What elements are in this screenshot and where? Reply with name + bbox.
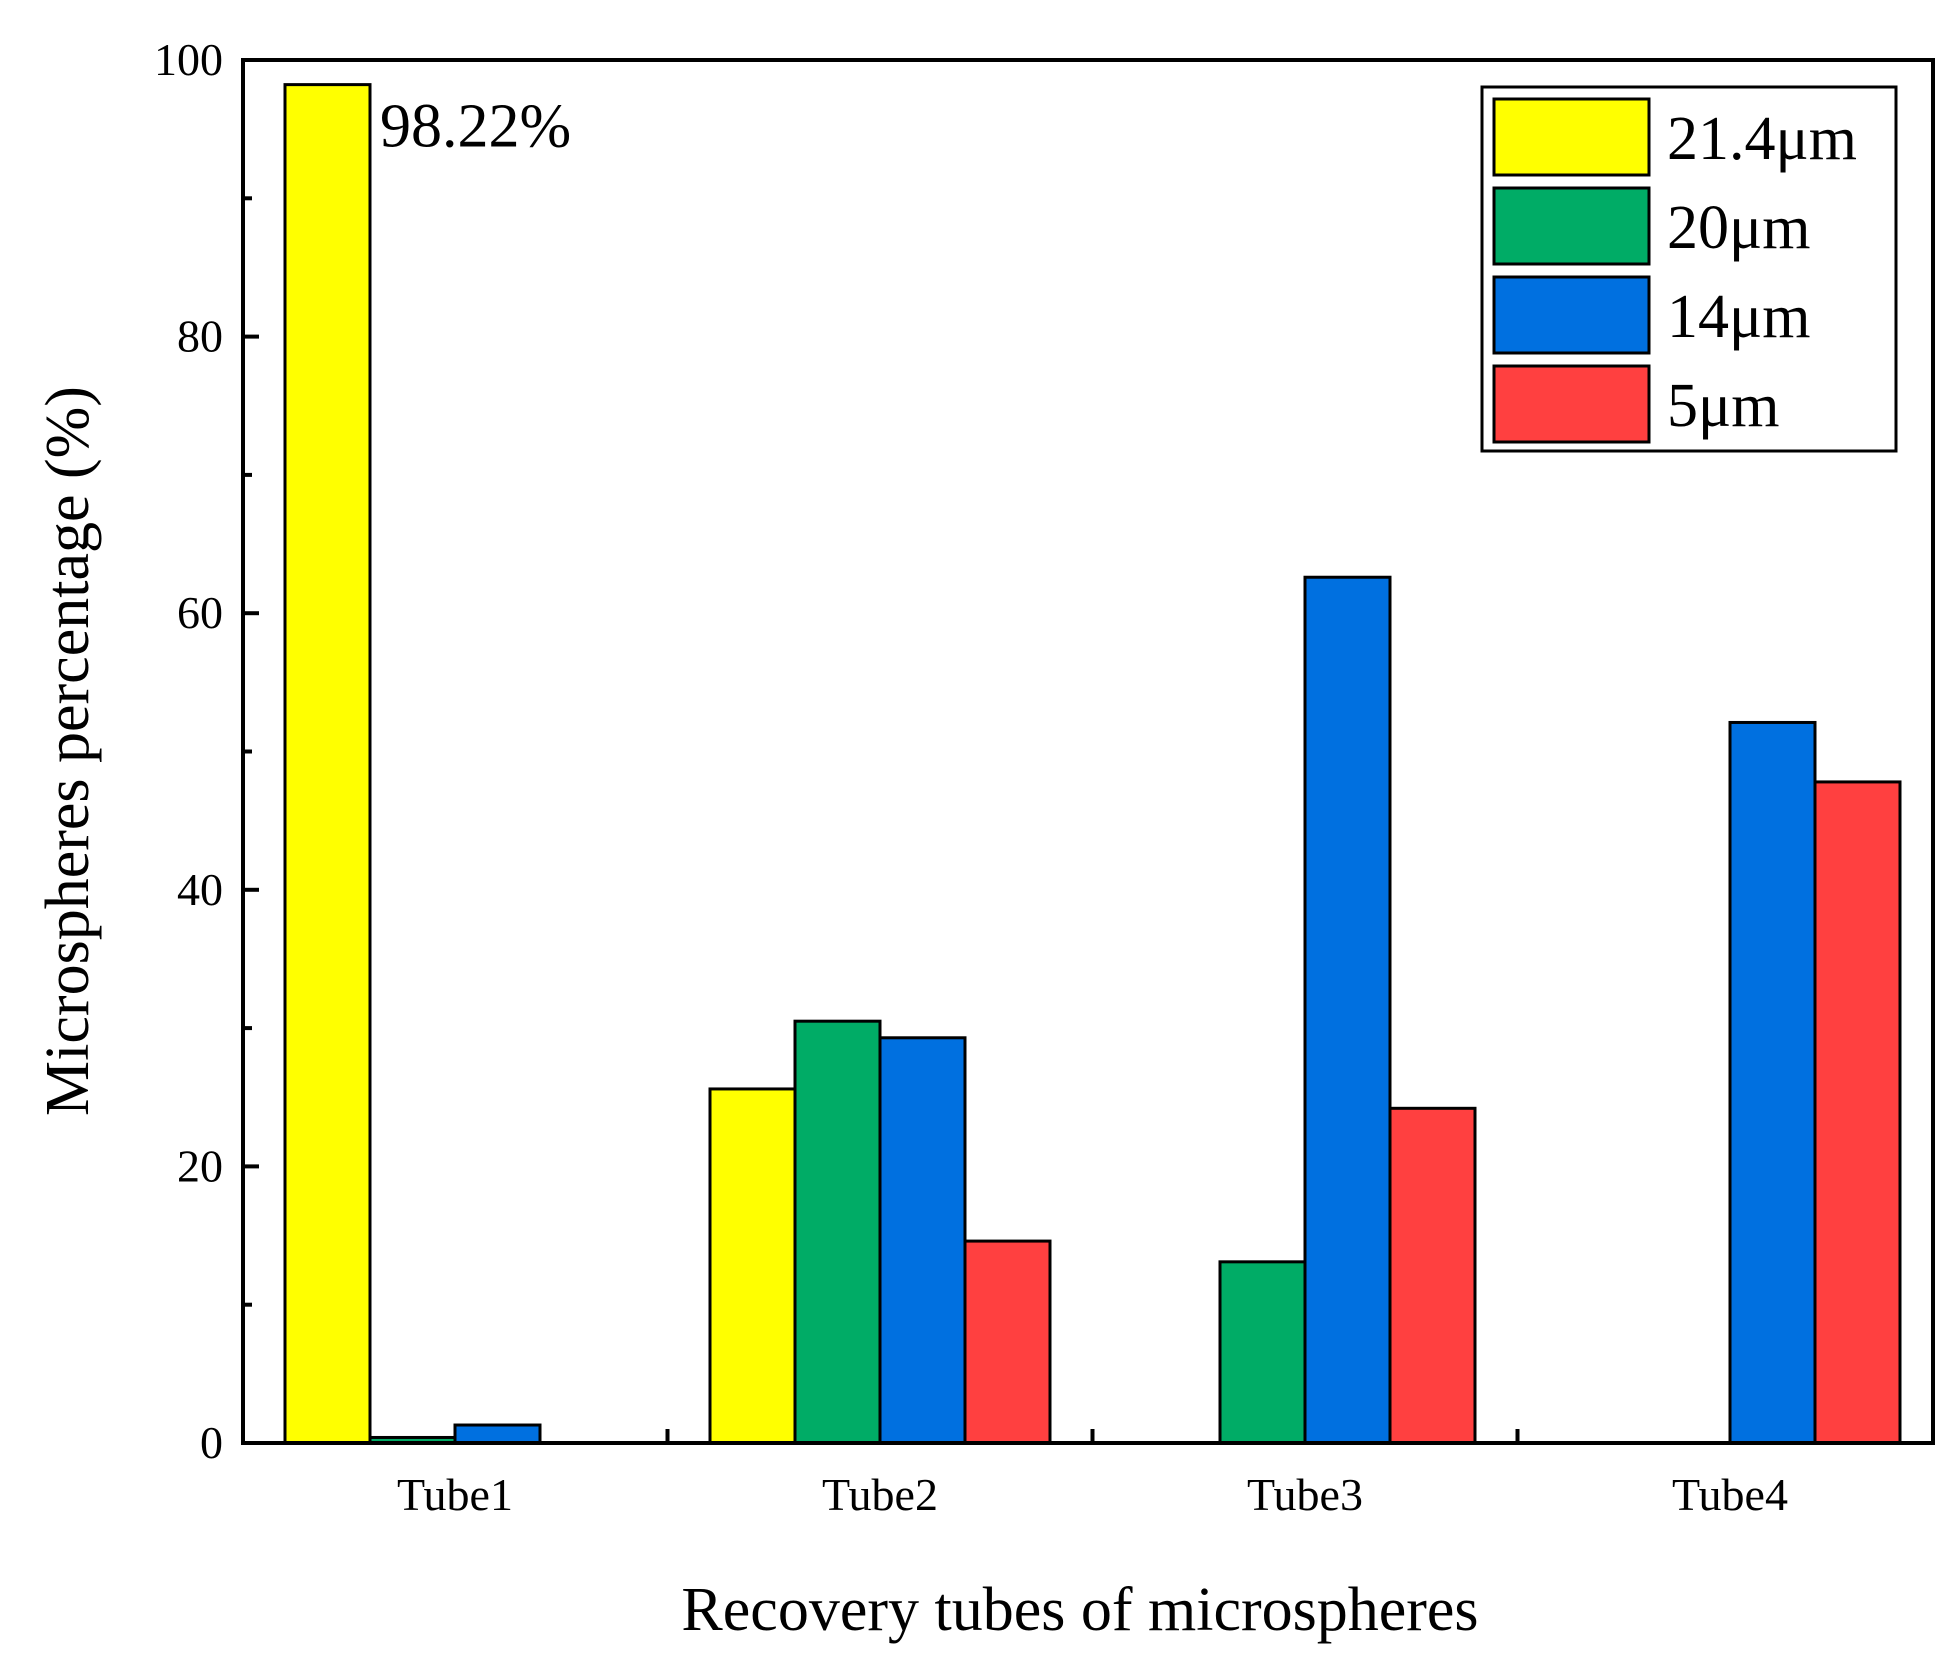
x-tick-label-tube1: Tube1 <box>397 1469 513 1520</box>
bars-layer <box>283 83 1902 1445</box>
legend-label-0: 21.4μm <box>1667 105 1857 173</box>
legend-swatch-1 <box>1492 186 1651 266</box>
bar-tube3-2 <box>1303 575 1392 1445</box>
legend-swatch-0 <box>1492 97 1651 177</box>
y-tick-label: 0 <box>200 1417 223 1468</box>
bar-tube1-0 <box>283 83 372 1445</box>
bar-tube2-0 <box>708 1087 797 1445</box>
bar-tube2-3 <box>963 1239 1052 1445</box>
legend-swatch-3 <box>1492 364 1651 444</box>
bar-tube2-2 <box>878 1036 967 1445</box>
x-tick-label-tube2: Tube2 <box>822 1469 938 1520</box>
bar-tube3-3 <box>1388 1106 1477 1445</box>
bar-tube4-2 <box>1728 720 1817 1445</box>
x-tick-label-tube3: Tube3 <box>1247 1469 1363 1520</box>
legend-label-2: 14μm <box>1667 283 1810 351</box>
legend-swatch-2 <box>1492 275 1651 355</box>
x-tick-label-tube4: Tube4 <box>1672 1469 1788 1520</box>
bar-tube1-2 <box>453 1423 542 1445</box>
bar-tube4-3 <box>1813 780 1902 1445</box>
y-axis-label: Microspheres percentage (%) <box>34 386 102 1116</box>
y-tick-label: 60 <box>177 587 223 638</box>
legend: 21.4μm 20μm 14μm 5μm <box>1480 85 1898 453</box>
x-axis-label: Recovery tubes of microspheres <box>681 1576 1478 1644</box>
bar-tube2-1 <box>793 1019 882 1445</box>
legend-label-1: 20μm <box>1667 194 1810 262</box>
y-tick-label: 20 <box>177 1140 223 1191</box>
legend-label-3: 5μm <box>1667 372 1779 440</box>
data-annotation: 98.22% <box>380 93 571 161</box>
annotation-layer: 98.22% <box>380 93 571 161</box>
axes-layer: 0 20 40 60 80 100 Tube1 Tube2 Tube3 Tube4 <box>154 34 1788 1520</box>
y-tick-label: 40 <box>177 864 223 915</box>
y-tick-label: 100 <box>154 34 223 85</box>
y-tick-label: 80 <box>177 311 223 362</box>
bar-tube3-1 <box>1218 1260 1307 1445</box>
